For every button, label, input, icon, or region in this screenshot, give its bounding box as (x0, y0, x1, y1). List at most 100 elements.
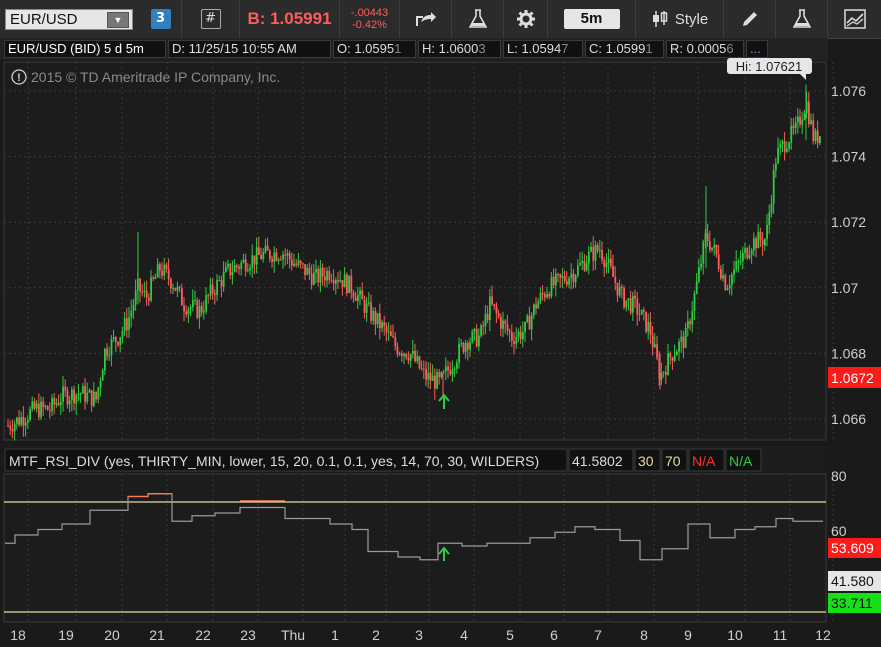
bar-range: R: 0.00056 (666, 40, 744, 58)
candle (198, 299, 201, 329)
candle (596, 242, 599, 254)
candle (88, 388, 91, 393)
candle (29, 405, 31, 422)
candle (341, 280, 344, 296)
chevron-down-icon[interactable]: ▼ (107, 12, 129, 28)
candle (167, 258, 170, 286)
candle (777, 137, 779, 165)
candle (253, 255, 256, 275)
candle (753, 232, 755, 257)
time-axis-label: 6 (550, 627, 558, 643)
copyright-text: 2015 © TD Ameritrade IP Company, Inc. (31, 69, 280, 85)
candle (735, 250, 738, 273)
style-button[interactable]: Style (636, 0, 724, 38)
candle (196, 297, 199, 320)
candle (794, 116, 797, 135)
candle (579, 252, 581, 267)
candle (165, 262, 168, 273)
studies-button-2[interactable] (776, 0, 828, 38)
candle (328, 265, 331, 285)
candle (7, 419, 9, 428)
candle (768, 204, 771, 235)
candle (192, 289, 194, 312)
candle (139, 277, 141, 303)
candle (797, 108, 799, 134)
active-trader-button[interactable] (828, 0, 881, 38)
candle (440, 371, 443, 380)
candle (238, 264, 240, 275)
candle (225, 261, 227, 273)
candle (152, 275, 155, 282)
change-cell: -.00443 -0.42% (340, 0, 400, 38)
timeframe-selector[interactable]: 5m (563, 9, 620, 29)
candle (236, 263, 238, 273)
candle (552, 268, 555, 289)
time-axis-label: 19 (58, 627, 74, 643)
study-os: 70 (665, 453, 681, 469)
link-group-cell[interactable]: 3 (140, 0, 182, 38)
hi-label-bubble (727, 58, 812, 74)
hash-icon[interactable]: # (200, 9, 221, 29)
study-green-label: 33.711 (831, 595, 873, 611)
study-red-label: 53.609 (831, 540, 874, 556)
hi-label: Hi: 1.07621 (736, 59, 803, 74)
candle (346, 272, 348, 297)
candle (530, 311, 533, 341)
study-header-box[interactable] (4, 448, 568, 472)
candle (117, 341, 119, 348)
candle (123, 312, 126, 336)
time-axis-label: 1 (331, 627, 339, 643)
bid-cell: B: 1.05991 (240, 0, 340, 38)
candle (214, 289, 216, 305)
candle (460, 338, 463, 348)
candle (755, 236, 757, 258)
candle (709, 230, 711, 253)
candle (352, 289, 355, 303)
candle (592, 236, 595, 271)
rsi-overbought-segment (128, 493, 172, 498)
candle (623, 285, 625, 310)
candle (178, 285, 181, 293)
hi-label-pointer (800, 74, 806, 80)
time-axis-label: 23 (240, 627, 256, 643)
hash-cell[interactable]: # (182, 0, 240, 38)
time-axis-label: 3 (415, 627, 423, 643)
candle (548, 291, 551, 300)
candle (55, 398, 58, 408)
candle (594, 240, 597, 270)
candle (381, 319, 383, 333)
flask-icon (792, 9, 811, 28)
candle (561, 267, 564, 289)
candle (456, 359, 458, 374)
candle (121, 326, 124, 344)
chart-title[interactable]: EUR/USD (BID) 5 d 5m (4, 40, 166, 58)
candle (216, 274, 218, 302)
candle (73, 385, 75, 411)
candle (310, 264, 313, 290)
settings-button[interactable] (504, 0, 548, 38)
more-text: ... (750, 41, 761, 56)
candle (669, 351, 672, 365)
candle (616, 282, 619, 303)
toolbar: EUR/USD ▼ 3 # B: 1.05991 -.00443 -0.42% (0, 0, 881, 39)
candle (376, 313, 379, 328)
more-button[interactable]: ... (746, 40, 768, 58)
candle (667, 343, 669, 376)
change-abs: -.00443 (350, 7, 389, 19)
candle (273, 246, 276, 273)
candle (396, 342, 399, 358)
candle (486, 305, 489, 324)
timeframe-cell[interactable]: 5m (548, 0, 636, 38)
link-group-badge[interactable]: 3 (150, 9, 171, 29)
info-circle-icon[interactable] (11, 69, 27, 85)
price-axis[interactable]: 1.076 1.074 1.072 1.07 1.068 1.066 (831, 83, 866, 427)
symbol-selector[interactable]: EUR/USD ▼ (5, 9, 133, 30)
studies-button[interactable] (452, 0, 504, 38)
study-tick-80: 80 (831, 468, 847, 484)
drawing-button[interactable] (724, 0, 776, 38)
candle (159, 262, 161, 279)
time-axis[interactable]: 18 19 20 21 22 23 Thu 1 2 3 4 5 6 7 8 9 10 11 12 (10, 627, 831, 643)
share-button[interactable] (400, 0, 452, 38)
candle (728, 274, 731, 295)
